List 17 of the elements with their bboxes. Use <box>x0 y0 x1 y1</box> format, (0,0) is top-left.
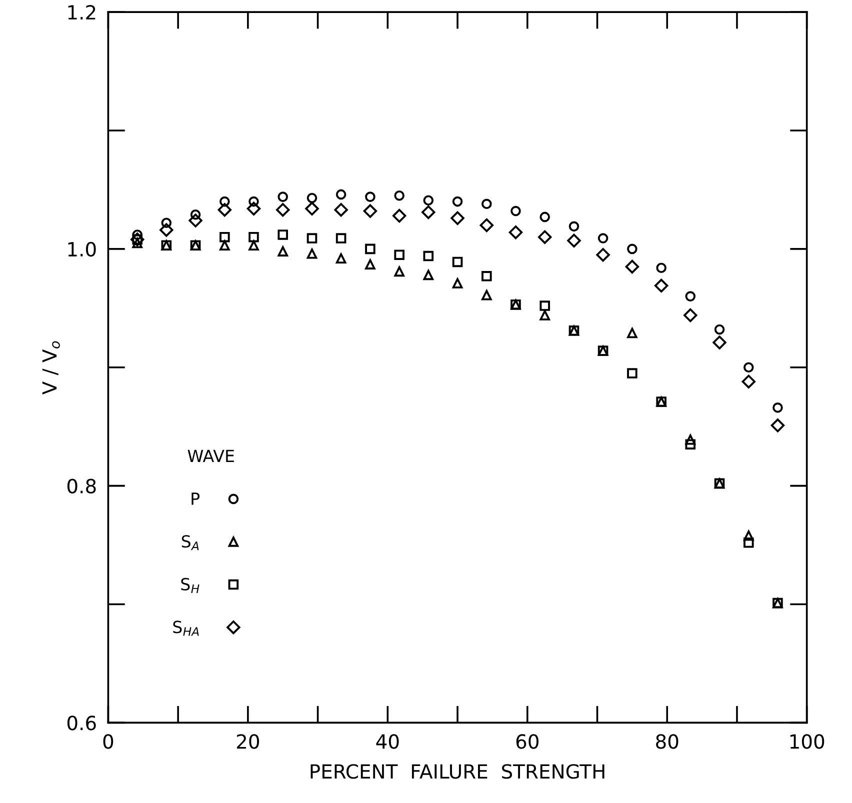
y-tick-label: 1.0 <box>68 242 96 257</box>
legend-title: WAVE <box>188 450 234 462</box>
legend-label: S$_{A}$ <box>182 535 199 550</box>
x-tick-label: 100 <box>790 734 824 749</box>
x-tick-label: 80 <box>656 734 678 749</box>
y-tick-label: 0.8 <box>67 478 96 494</box>
x-tick-label: 20 <box>236 734 260 749</box>
y-axis-title: V / V$_{o}$ <box>42 341 60 395</box>
x-tick-label: 60 <box>516 734 538 749</box>
y-tick-label: 0.6 <box>67 716 96 730</box>
legend-label: S$_{HA}$ <box>173 620 199 636</box>
x-axis-title: PERCENT FAILURE STRENGTH <box>310 764 604 779</box>
legend-label: S$_{H}$ <box>181 578 200 593</box>
x-tick-label: 40 <box>376 734 399 749</box>
x-tick-label: 0 <box>103 734 114 749</box>
y-tick-label: 1.2 <box>68 5 96 20</box>
legend-label: P <box>192 492 200 505</box>
